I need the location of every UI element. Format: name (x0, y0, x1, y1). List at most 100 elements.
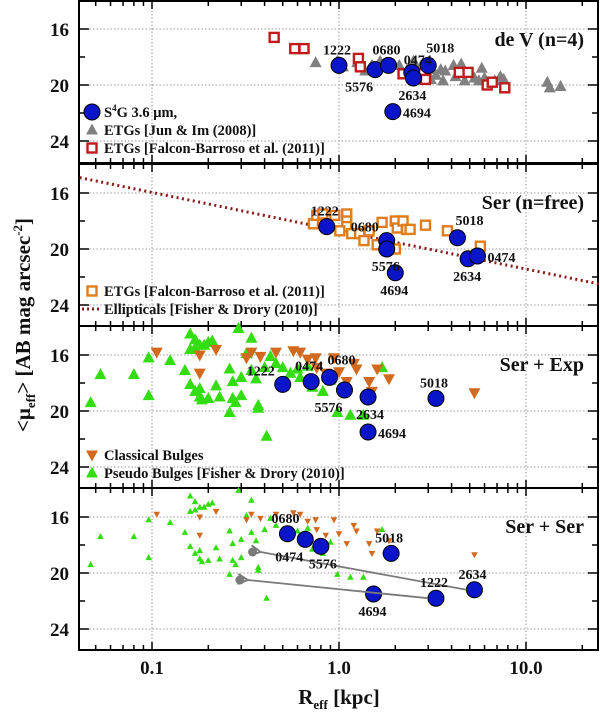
data-point (304, 518, 311, 525)
data-point (248, 496, 255, 503)
data-point (142, 351, 155, 363)
data-point (360, 573, 367, 580)
y-tick-label: 20 (50, 76, 69, 97)
panel-title: Ser (n=free) (482, 192, 584, 214)
data-point (213, 390, 226, 402)
data-point (294, 347, 307, 359)
data-point (268, 31, 280, 44)
series-s4g-3-6-m (278, 525, 483, 607)
data-point (497, 72, 510, 84)
data-point (404, 69, 422, 87)
data-point (419, 56, 437, 74)
data-point (407, 54, 420, 66)
data-point (543, 81, 556, 93)
y-tick-label: 24 (50, 296, 70, 317)
legend-label: ETGs [Falcon-Barroso et al. (2011)] (104, 141, 325, 157)
data-point (166, 519, 174, 526)
data-point (350, 364, 363, 376)
data-point (335, 381, 353, 399)
data-point (272, 511, 280, 518)
data-point (196, 503, 204, 510)
arrow-line (248, 580, 429, 600)
data-point (184, 327, 197, 339)
data-point (245, 331, 258, 343)
point-label: 5576 (372, 260, 400, 275)
data-point (272, 521, 280, 528)
data-point (196, 532, 204, 539)
data-point (380, 56, 398, 74)
point-label: 2634 (453, 270, 481, 285)
data-point (145, 516, 152, 523)
data-point (441, 225, 454, 237)
data-point (291, 362, 304, 374)
point-label: 5576 (345, 81, 373, 96)
legend-label: Classical Bulges (104, 448, 204, 464)
data-point (330, 517, 338, 524)
data-point (468, 247, 486, 265)
data-point (333, 367, 345, 379)
legend-label: ETGs [Falcon-Barroso et al. (2011)] (104, 284, 325, 300)
data-point (358, 234, 370, 247)
data-point (353, 528, 360, 535)
data-point (471, 552, 478, 559)
data-point (87, 561, 94, 568)
data-point (309, 353, 322, 365)
data-point (382, 374, 395, 386)
point-label: 2634 (458, 568, 486, 583)
data-point (368, 550, 376, 557)
data-point (296, 511, 304, 518)
data-point (354, 61, 367, 73)
legend-triangle-icon (86, 466, 98, 478)
data-point (329, 209, 341, 222)
y-tick-label: 16 (50, 20, 69, 41)
panel-title: Ser + Exp (500, 354, 584, 376)
point-label: 0474 (404, 53, 432, 68)
data-point (296, 530, 314, 548)
data-point (276, 361, 289, 373)
data-point (269, 356, 282, 368)
data-point (245, 363, 258, 375)
y-tick-label: 24 (50, 620, 70, 641)
x-tick-label: 1.0 (327, 658, 351, 679)
data-point (427, 589, 445, 607)
data-point (226, 570, 233, 577)
legend-circle-icon (83, 103, 101, 121)
point-label: 0474 (295, 360, 323, 375)
data-point (298, 42, 310, 55)
legend-downtriangle-icon (86, 450, 98, 462)
y-tick-label: 16 (50, 508, 69, 529)
series-s4g-3-6-m (318, 218, 486, 282)
data-point (186, 492, 194, 499)
point-label: 0474 (275, 550, 303, 565)
data-point (439, 64, 452, 76)
legend-square-icon (86, 285, 98, 297)
data-point (312, 537, 330, 555)
series-s4g-3-6-m (330, 56, 437, 121)
data-point (376, 216, 388, 229)
data-point (130, 533, 138, 540)
data-point (347, 573, 354, 580)
point-label: 5576 (314, 401, 342, 416)
data-point (347, 358, 360, 370)
point-label: 5018 (420, 376, 448, 391)
data-point (384, 103, 402, 121)
data-point (145, 554, 152, 561)
point-label: 0474 (487, 251, 515, 266)
point-label: 5018 (426, 41, 454, 56)
data-point (164, 354, 177, 366)
data-point (284, 366, 297, 378)
data-point (216, 555, 223, 562)
data-point (235, 370, 248, 382)
data-point (294, 527, 301, 534)
y-tick-label: 20 (50, 240, 69, 261)
data-point (310, 363, 323, 375)
data-point (250, 372, 263, 384)
data-point (330, 56, 348, 74)
data-point (321, 368, 339, 386)
y-tick-label: 24 (50, 132, 70, 153)
x-tick-label: 0.1 (140, 658, 164, 679)
data-point (419, 219, 432, 231)
y-tick-label: 20 (50, 402, 69, 423)
